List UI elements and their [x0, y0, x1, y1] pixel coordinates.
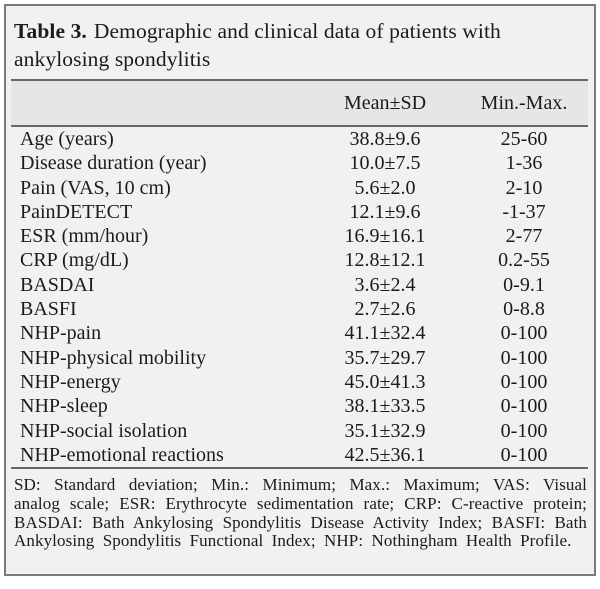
- row-label: Age (years): [20, 128, 114, 150]
- row-min-max: 0-8.8: [503, 298, 545, 321]
- row-min-max: 0-100: [500, 370, 548, 393]
- row-mean-sd: 42.5±36.1: [344, 443, 426, 466]
- row-min-max: 1-36: [505, 152, 543, 175]
- table-card: Table 3. Demographic and clinical data of…: [4, 4, 596, 576]
- table-title: Table 3. Demographic and clinical data of…: [14, 18, 584, 73]
- row-label: Pain (VAS, 10 cm): [20, 176, 171, 199]
- table-row: NHP-sleep 38.1±33.5 0-100: [11, 394, 588, 418]
- row-min-max: 0-100: [500, 346, 548, 369]
- row-label: BASFI: [20, 298, 77, 321]
- table-row: Pain (VAS, 10 cm) 5.6±2.0 2-10: [11, 176, 588, 200]
- table-header-row: Mean±SD Min.-Max.: [11, 79, 588, 127]
- row-label: BASDAI: [20, 273, 95, 296]
- table-row: Disease duration (year) 10.0±7.5 1-36: [11, 151, 588, 175]
- table-number: Table 3.: [14, 19, 87, 43]
- row-label: PainDETECT: [20, 200, 133, 223]
- row-min-max: 2-10: [505, 176, 543, 199]
- row-mean-sd: 16.9±16.1: [344, 225, 426, 248]
- table-row: NHP-energy 45.0±41.3 0-100: [11, 370, 588, 394]
- row-label: ESR (mm/hour): [20, 225, 149, 248]
- row-mean-sd: 10.0±7.5: [349, 152, 421, 175]
- row-label: NHP-sleep: [20, 395, 108, 418]
- row-label: NHP-emotional reactions: [20, 443, 224, 466]
- row-label: NHP-social isolation: [20, 419, 188, 442]
- row-label: NHP-energy: [20, 370, 121, 393]
- row-min-max: 0-100: [500, 443, 548, 466]
- row-min-max: 0-100: [500, 419, 548, 442]
- row-mean-sd: 3.6±2.4: [354, 273, 416, 296]
- row-min-max: 0-9.1: [503, 273, 545, 296]
- row-mean-sd: 35.7±29.7: [344, 346, 426, 369]
- row-min-max: -1-37: [502, 200, 546, 223]
- table-row: NHP-emotional reactions 42.5±36.1 0-100: [11, 443, 588, 468]
- header-min-max: Min.-Max.: [460, 79, 588, 127]
- table-caption: Demographic and clinical data of patient…: [14, 19, 501, 71]
- row-min-max: 2-77: [505, 225, 543, 248]
- row-mean-sd: 2.7±2.6: [354, 298, 416, 321]
- row-mean-sd: 12.1±9.6: [349, 200, 421, 223]
- row-mean-sd: 41.1±32.4: [344, 322, 426, 345]
- table-footnote: SD: Standard deviation; Min.: Minimum; M…: [14, 475, 587, 551]
- row-mean-sd: 12.8±12.1: [344, 249, 426, 272]
- row-label: NHP-pain: [20, 322, 102, 345]
- table-row: ESR (mm/hour) 16.9±16.1 2-77: [11, 224, 588, 248]
- table-row: PainDETECT 12.1±9.6 -1-37: [11, 200, 588, 224]
- row-label: CRP (mg/dL): [20, 249, 129, 272]
- row-mean-sd: 38.1±33.5: [344, 395, 426, 418]
- row-mean-sd: 35.1±32.9: [344, 419, 426, 442]
- row-mean-sd: 38.8±9.6: [349, 128, 421, 150]
- table-row: BASFI 2.7±2.6 0-8.8: [11, 297, 588, 321]
- row-min-max: 0-100: [500, 322, 548, 345]
- table-row: CRP (mg/dL) 12.8±12.1 0.2-55: [11, 248, 588, 272]
- header-mean-sd: Mean±SD: [310, 79, 460, 127]
- table-row: Age (years) 38.8±9.6 25-60: [11, 126, 588, 151]
- table-wrapper: Mean±SD Min.-Max. Age (years) 38.8±9.6 2…: [11, 79, 588, 470]
- row-min-max: 0.2-55: [498, 249, 550, 272]
- row-mean-sd: 45.0±41.3: [344, 370, 426, 393]
- demographics-table: Mean±SD Min.-Max. Age (years) 38.8±9.6 2…: [11, 79, 588, 470]
- table-row: NHP-social isolation 35.1±32.9 0-100: [11, 419, 588, 443]
- row-label: NHP-physical mobility: [20, 346, 207, 369]
- row-min-max: 25-60: [500, 128, 548, 150]
- table-row: NHP-physical mobility 35.7±29.7 0-100: [11, 346, 588, 370]
- row-label: Disease duration (year): [20, 152, 207, 175]
- header-parameter: [11, 79, 310, 127]
- table-row: BASDAI 3.6±2.4 0-9.1: [11, 273, 588, 297]
- row-mean-sd: 5.6±2.0: [354, 176, 416, 199]
- table-body: Age (years) 38.8±9.6 25-60 Disease durat…: [11, 126, 588, 468]
- row-min-max: 0-100: [500, 395, 548, 418]
- table-header: Mean±SD Min.-Max.: [11, 79, 588, 127]
- table-row: NHP-pain 41.1±32.4 0-100: [11, 321, 588, 345]
